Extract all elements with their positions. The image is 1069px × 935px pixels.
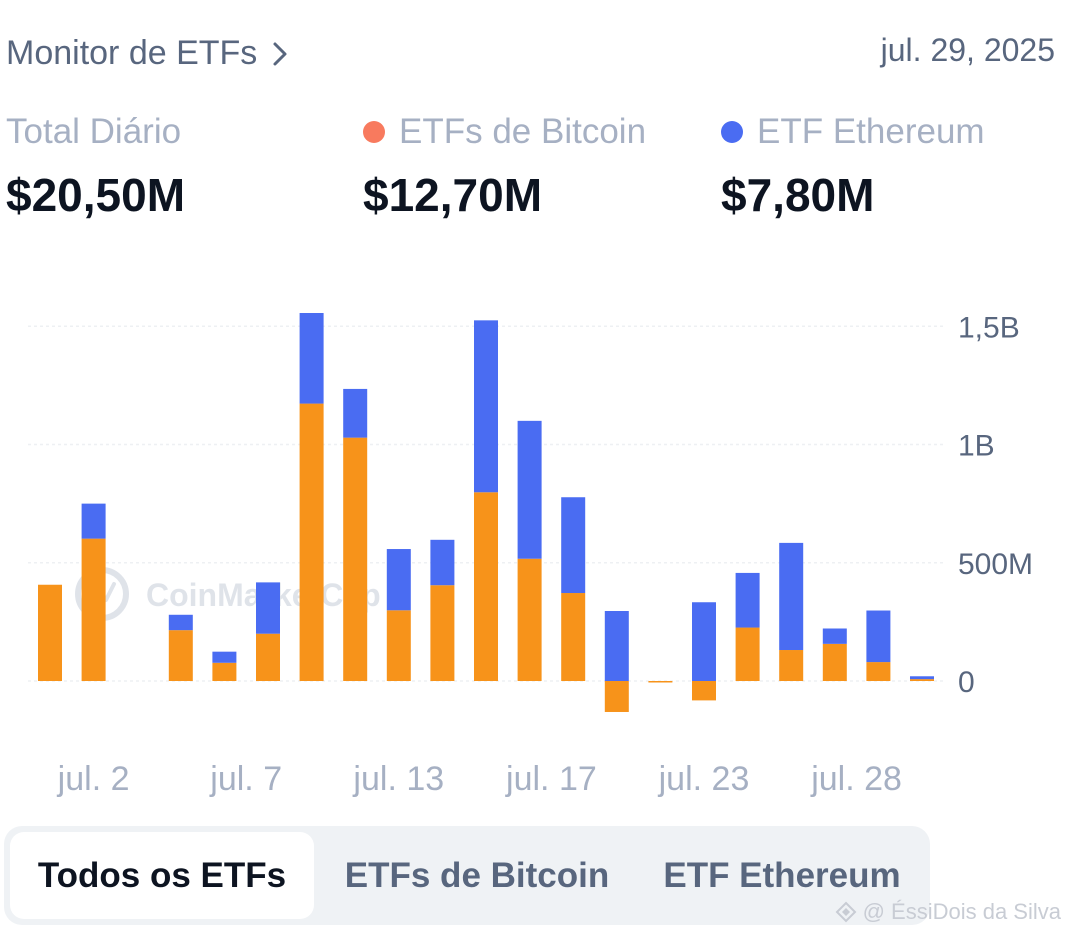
page-title: Monitor de ETFs bbox=[6, 34, 258, 72]
tab-all-etfs[interactable]: Todos os ETFs bbox=[10, 832, 314, 919]
ethereum-bar bbox=[692, 602, 716, 681]
x-tick-label: jul. 7 bbox=[209, 760, 282, 798]
bar-group bbox=[256, 582, 280, 681]
bar-group bbox=[474, 320, 498, 681]
stat-label: ETFs de Bitcoin bbox=[399, 112, 647, 151]
bar-group bbox=[343, 388, 368, 681]
bitcoin-bar bbox=[38, 584, 62, 681]
bitcoin-legend-dot-icon bbox=[363, 121, 385, 143]
bitcoin-bar bbox=[822, 643, 847, 681]
ethereum-bar bbox=[81, 503, 106, 539]
bitcoin-bar bbox=[256, 633, 280, 681]
ethereum-bar bbox=[604, 610, 629, 681]
bar-group bbox=[81, 503, 106, 681]
bitcoin-bar bbox=[735, 627, 760, 681]
ethereum-bar bbox=[822, 628, 847, 644]
bar-group bbox=[735, 572, 760, 681]
bar-group bbox=[561, 497, 586, 681]
binance-logo-icon bbox=[835, 901, 857, 923]
stats-row: Total Diário $20,50M ETFs de Bitcoin $12… bbox=[6, 110, 1056, 222]
x-tick-label: jul. 23 bbox=[658, 760, 750, 798]
y-tick-label: 500M bbox=[958, 548, 1033, 581]
x-tick-label: jul. 17 bbox=[505, 760, 597, 798]
bar-group bbox=[299, 313, 324, 681]
ethereum-bar bbox=[168, 614, 193, 631]
y-tick-label: 1B bbox=[958, 430, 995, 463]
bitcoin-bar bbox=[168, 630, 193, 681]
bar-group bbox=[212, 651, 237, 681]
bar-group bbox=[866, 610, 891, 681]
ethereum-bar bbox=[561, 497, 586, 594]
x-tick-label: jul. 2 bbox=[57, 760, 130, 798]
date-label: jul. 29, 2025 bbox=[880, 32, 1055, 68]
stat-total-daily: Total Diário $20,50M bbox=[6, 110, 185, 222]
ethereum-bar bbox=[386, 549, 411, 611]
bitcoin-bar bbox=[474, 492, 498, 681]
ethereum-bar bbox=[256, 582, 280, 634]
bar-group bbox=[517, 420, 542, 681]
bitcoin-bar bbox=[561, 593, 586, 681]
bar-group bbox=[910, 676, 934, 681]
ethereum-legend-dot-icon bbox=[721, 121, 743, 143]
bitcoin-bar bbox=[692, 681, 716, 701]
bitcoin-bar bbox=[299, 403, 324, 681]
ethereum-bar bbox=[866, 610, 891, 663]
chevron-right-icon bbox=[273, 42, 287, 65]
bitcoin-bar bbox=[910, 679, 934, 681]
bars-layer bbox=[38, 313, 934, 712]
bar-group bbox=[430, 539, 455, 681]
bitcoin-bar bbox=[604, 681, 629, 712]
ethereum-bar bbox=[779, 542, 804, 651]
x-tick-label: jul. 13 bbox=[352, 760, 444, 798]
stat-bitcoin-etfs: ETFs de Bitcoin $12,70M bbox=[363, 110, 646, 222]
etf-monitor-link[interactable]: Monitor de ETFs bbox=[6, 34, 291, 73]
bar-group bbox=[38, 584, 62, 681]
bar-group bbox=[779, 542, 804, 681]
ethereum-bar bbox=[474, 320, 498, 493]
ethereum-bar bbox=[910, 676, 934, 680]
tab-ethereum-etf[interactable]: ETF Ethereum bbox=[663, 855, 901, 895]
ethereum-bar bbox=[212, 651, 237, 663]
bitcoin-bar bbox=[517, 558, 542, 681]
tab-bitcoin-etfs[interactable]: ETFs de Bitcoin bbox=[344, 855, 610, 895]
stat-label: Total Diário bbox=[6, 112, 182, 151]
stat-ethereum-etf: ETF Ethereum $7,80M bbox=[721, 110, 985, 222]
y-axis-labels: 0 500M 1B 1,5B bbox=[958, 311, 1033, 699]
stat-label: ETF Ethereum bbox=[757, 112, 985, 151]
ethereum-bar bbox=[343, 388, 368, 438]
bar-group bbox=[822, 628, 847, 681]
bitcoin-bar bbox=[386, 610, 411, 681]
bitcoin-bar bbox=[212, 662, 237, 681]
credit: @ ÉssiDois da Silva bbox=[835, 899, 1061, 925]
watermark: CoinMarketCap bbox=[75, 567, 381, 621]
bitcoin-bar bbox=[648, 681, 673, 683]
bar-group bbox=[386, 549, 411, 681]
etf-filter-tabs: Todos os ETFs ETFs de Bitcoin ETF Ethere… bbox=[4, 826, 930, 925]
stat-value: $12,70M bbox=[363, 169, 543, 221]
bitcoin-bar bbox=[81, 538, 106, 681]
y-tick-label: 0 bbox=[958, 666, 975, 699]
bitcoin-bar bbox=[430, 585, 455, 681]
bar-group bbox=[692, 602, 716, 701]
bitcoin-bar bbox=[866, 662, 891, 681]
ethereum-bar bbox=[735, 572, 760, 628]
bitcoin-bar bbox=[343, 437, 368, 681]
bar-group bbox=[648, 681, 673, 683]
x-axis-labels: jul. 2 jul. 7 jul. 13 jul. 17 jul. 23 jul. 28 bbox=[57, 760, 902, 798]
header: Monitor de ETFs jul. 29, 2025 bbox=[6, 30, 1055, 80]
ethereum-bar bbox=[430, 539, 455, 586]
stat-value: $7,80M bbox=[721, 169, 875, 221]
y-tick-label: 1,5B bbox=[958, 311, 1020, 344]
ethereum-bar bbox=[517, 420, 542, 559]
credit-text: @ ÉssiDois da Silva bbox=[862, 899, 1061, 924]
ethereum-bar bbox=[299, 313, 324, 404]
bar-group bbox=[604, 610, 629, 712]
x-tick-label: jul. 28 bbox=[810, 760, 902, 798]
bitcoin-bar bbox=[779, 650, 804, 681]
stat-value: $20,50M bbox=[6, 169, 186, 221]
bar-group bbox=[168, 614, 193, 681]
